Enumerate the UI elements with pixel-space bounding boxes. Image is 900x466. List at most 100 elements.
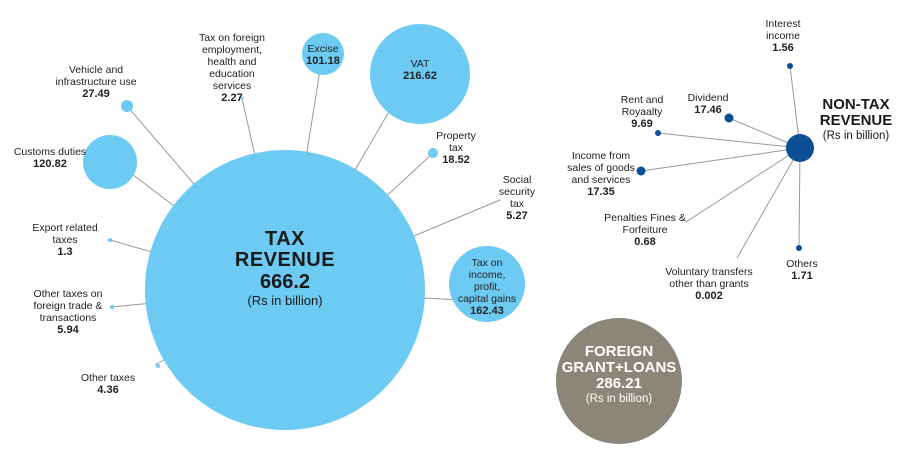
item-name: Royaalty [621, 106, 663, 118]
bubble-vat [370, 24, 470, 124]
label-other-taxes: Other taxes 4.36 [81, 372, 135, 396]
connector-penalties [685, 147, 801, 223]
item-name: services [212, 80, 252, 92]
item-name: and services [571, 174, 631, 186]
foreign-grant-loans-bubble [556, 318, 682, 444]
bubble-foreign-employment [240, 96, 244, 100]
label-foreign-employment: Tax on foreign employment, health and educa… [199, 32, 265, 104]
item-name: Customs duties [13, 146, 87, 158]
item-name: Vehicle and [68, 64, 124, 76]
item-name: transactions [39, 312, 97, 324]
bubble-foreign-trade [110, 305, 114, 309]
item-value: 1.71 [791, 270, 813, 282]
foreign-unit: (Rs in billion) [585, 393, 653, 405]
label-rent: Rent and Royaalty 9.69 [621, 94, 664, 130]
foreign-value: 286.21 [596, 375, 642, 392]
item-value: 216.62 [403, 70, 437, 82]
item-value: 17.46 [694, 104, 722, 116]
item-name: infrastructure use [55, 76, 137, 88]
item-name: tax [448, 142, 463, 154]
bubble-customs [83, 135, 137, 189]
non-tax-heading: NON-TAX REVENUE (Rs in billion) [820, 97, 893, 143]
label-export: Export related taxes 1.3 [32, 222, 97, 258]
tax-total-value: 666.2 [259, 271, 311, 293]
foreign-title-2: GRANT+LOANS [561, 359, 677, 376]
item-name: profit, [473, 281, 501, 293]
item-name: Forfeiture [622, 224, 668, 236]
connector-voluntary [736, 147, 801, 259]
bubble-dividend [724, 113, 734, 123]
item-name: Income from [571, 150, 631, 162]
item-name: Dividend [687, 92, 729, 104]
item-name: Voluntary transfers [665, 266, 753, 278]
connector-others [798, 147, 801, 249]
item-name: VAT [410, 58, 430, 70]
label-vehicle: Vehicle and infrastructure use 27.49 [55, 64, 136, 100]
label-dividend: Dividend 17.46 [688, 92, 729, 116]
item-name: education [209, 68, 255, 80]
tax-title-2: REVENUE [234, 249, 336, 271]
item-name: other than grants [669, 278, 749, 290]
item-name: foreign trade & [33, 300, 103, 312]
tax-revenue-heading: TAX REVENUE 666.2 (Rs in billion) [234, 228, 336, 309]
item-value: 101.18 [306, 55, 340, 67]
bubble-vehicle [121, 100, 133, 112]
item-name: Tax on foreign [199, 32, 265, 44]
item-value: 5.94 [57, 324, 79, 336]
item-name: Other taxes on [33, 288, 103, 300]
item-value: 2.27 [221, 92, 243, 104]
bubble-rent [655, 130, 661, 136]
label-others: Others 1.71 [786, 258, 818, 282]
bubble-interest [787, 63, 793, 69]
label-vat: VAT 216.62 [403, 58, 437, 82]
item-name: Excise [307, 43, 339, 55]
item-name: sales of goods [567, 162, 635, 174]
tax-unit: (Rs in billion) [247, 293, 323, 308]
item-value: 4.36 [97, 384, 119, 396]
label-excise: Excise 101.18 [306, 43, 340, 67]
item-name: Social [502, 174, 532, 186]
connector-rent [657, 132, 801, 149]
label-voluntary: Voluntary transfers other than grants 0.00… [665, 266, 753, 302]
item-name: health and [207, 56, 257, 68]
item-value: 18.52 [442, 154, 470, 166]
item-value: 27.49 [82, 88, 110, 100]
item-name: income, [468, 269, 506, 281]
tax-revenue-bubble [145, 150, 425, 430]
label-property: Property tax 18.52 [436, 130, 476, 166]
item-name: capital gains [457, 293, 517, 305]
bubble-excise [302, 33, 344, 75]
item-name: income [766, 30, 800, 42]
item-value: 5.27 [506, 210, 528, 222]
bubble-others [796, 245, 802, 251]
item-name: Export related [32, 222, 98, 234]
nontax-title-1: NON-TAX [822, 96, 890, 113]
item-name: Rent and [620, 94, 664, 106]
non-tax-revenue-bubble [786, 134, 814, 162]
bubble-goods-services [636, 166, 646, 176]
item-name: employment, [201, 44, 263, 56]
bubble-export [108, 238, 112, 242]
item-name: taxes [52, 234, 78, 246]
item-name: Interest [765, 18, 801, 30]
item-value: 120.82 [33, 158, 67, 170]
label-interest: Interest income 1.56 [765, 18, 800, 54]
tax-title-1: TAX [264, 228, 306, 250]
item-name: Others [786, 258, 818, 270]
item-value: 0.68 [634, 236, 656, 248]
label-income-tax: Tax on income, profit, capital gains 162.43 [458, 257, 516, 317]
label-foreign-trade: Other taxes on foreign trade & transaction… [34, 288, 103, 336]
label-social-security: Social security tax 5.27 [499, 174, 535, 222]
item-name: Property [436, 130, 476, 142]
bubble-property [428, 148, 438, 158]
foreign-title-1: FOREIGN [584, 343, 654, 360]
item-name: Penalties Fines & [604, 212, 686, 224]
label-goods-services: Income from sales of goods and services 17.… [567, 150, 635, 198]
item-value: 162.43 [470, 305, 504, 317]
label-penalties: Penalties Fines & Forfeiture 0.68 [604, 212, 686, 248]
foreign-heading: FOREIGN GRANT+LOANS 286.21 (Rs in billion) [562, 344, 677, 406]
item-name: tax [509, 198, 524, 210]
item-name: Other taxes [80, 372, 136, 384]
item-value: 0.002 [695, 290, 723, 302]
